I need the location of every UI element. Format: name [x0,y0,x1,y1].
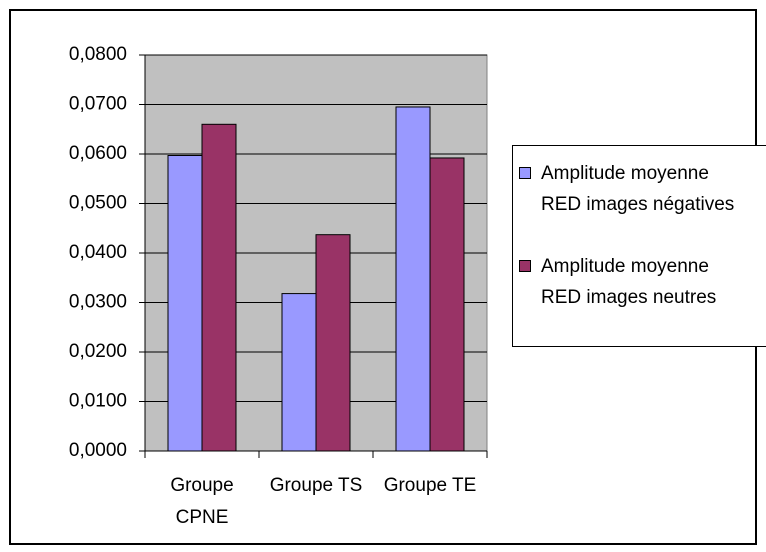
x-tick-label: Groupe CPNE [170,475,234,528]
bar [281,293,317,452]
y-tick-label: 0,0400 [69,242,127,263]
y-tick-label: 0,0100 [69,391,127,412]
y-tick-label: 0,0200 [69,341,127,362]
y-tick-label: 0,0600 [69,143,127,164]
bar [167,154,203,452]
legend-label: Amplitude moyenne RED images neutres [541,256,717,308]
legend-swatch [519,260,531,272]
bar [201,123,237,452]
legend-swatch [519,167,531,179]
y-tick-label: 0,0000 [69,440,127,461]
x-tick-label: Groupe TE [383,475,477,496]
y-tick-label: 0,0500 [69,193,127,214]
bar [315,234,351,452]
bar [429,157,465,452]
x-tick-label: Groupe TS [269,475,363,496]
bar [395,106,431,452]
y-tick-label: 0,0700 [69,94,127,115]
legend-label: Amplitude moyenne RED images négatives [541,163,735,215]
legend: Amplitude moyenne RED images négatives Am… [512,145,766,347]
y-tick-label: 0,0800 [69,44,127,65]
y-tick-label: 0,0300 [69,292,127,313]
